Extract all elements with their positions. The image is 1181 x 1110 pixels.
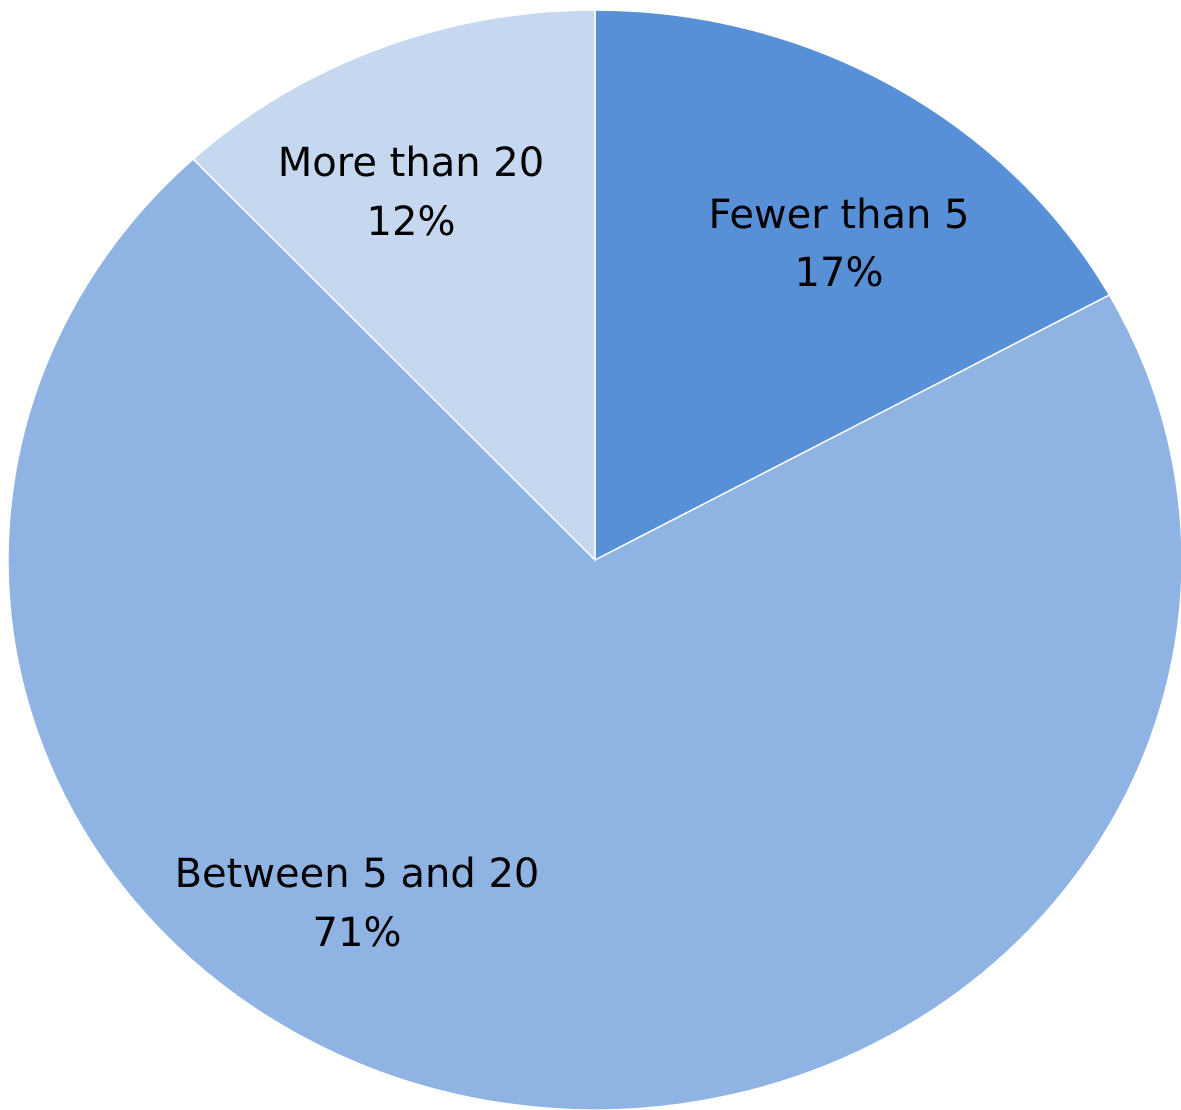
slice-label-fewer-than-5: Fewer than 5	[709, 192, 970, 238]
pie-slices	[7, 9, 1181, 1110]
slice-value-fewer-than-5: 17%	[795, 250, 884, 296]
pie-data-labels: Fewer than 5 17% Between 5 and 20 71% Mo…	[175, 140, 970, 956]
slice-value-more-than-20: 12%	[367, 199, 456, 245]
slice-label-more-than-20: More than 20	[278, 140, 544, 186]
pie-slice-between-5-and-20	[7, 158, 1181, 1110]
pie-slice-more-than-20	[192, 9, 596, 562]
pie-slice-fewer-than-5	[594, 9, 1111, 562]
slice-label-between-5-and-20: Between 5 and 20	[175, 851, 540, 897]
slice-value-between-5-and-20: 71%	[313, 910, 402, 956]
